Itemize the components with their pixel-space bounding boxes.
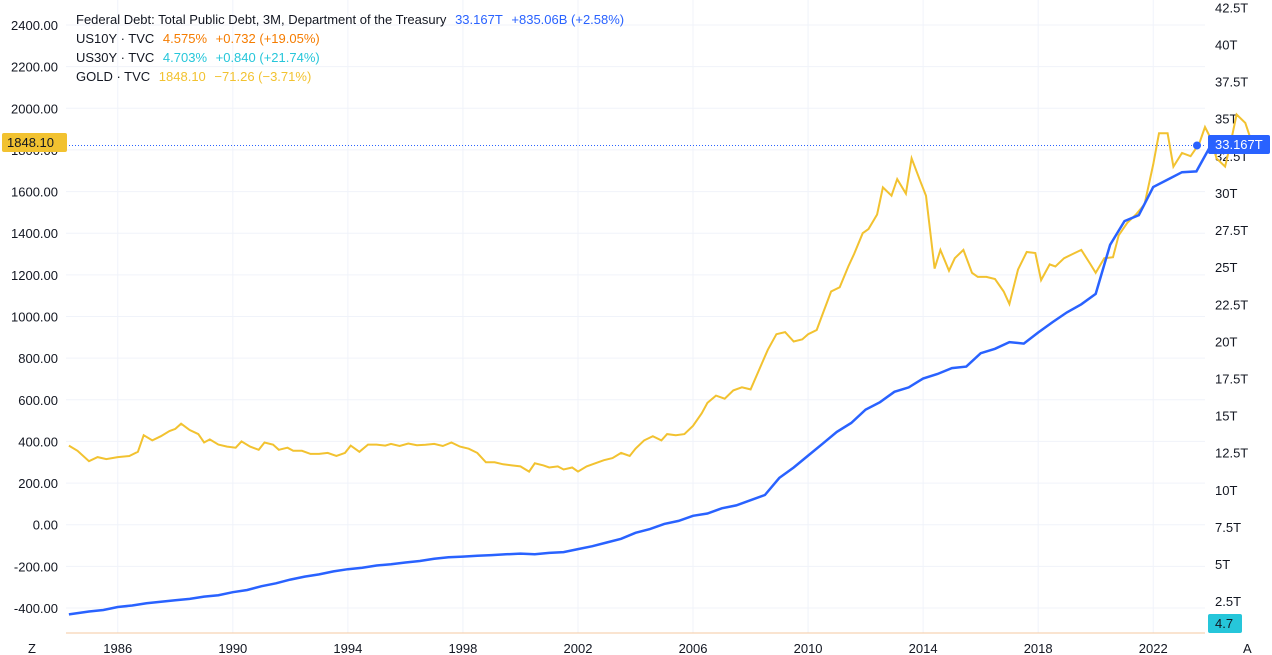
x-axis-tick-label: 1990: [218, 641, 247, 655]
legend-row-federal-debt[interactable]: Federal Debt: Total Public Debt, 3M, Dep…: [76, 10, 629, 29]
legend-symbol: US10Y · TVC: [76, 31, 155, 46]
x-axis-tick-label: 2006: [679, 641, 708, 655]
left-axis-tick-label: 2000.00: [11, 101, 58, 116]
left-axis-tick-label: 1400.00: [11, 226, 58, 241]
left-axis-tick-label: 1000.00: [11, 310, 58, 325]
right-axis-tick-label: 37.5T: [1215, 75, 1248, 90]
legend-symbol: Federal Debt: Total Public Debt, 3M, Dep…: [76, 12, 447, 27]
left-axis-tick-label: 2200.00: [11, 60, 58, 75]
x-axis-tick-label: 2018: [1024, 641, 1053, 655]
right-axis-tick-label: 5T: [1215, 557, 1230, 572]
left-price-badge-bg: [2, 133, 67, 152]
right-axis-tick-label: 7.5T: [1215, 520, 1241, 535]
x-axis-tick-label: 1998: [448, 641, 477, 655]
right-axis-tick-label: 17.5T: [1215, 371, 1248, 386]
legend-symbol: GOLD · TVC: [76, 69, 151, 84]
x-axis-tick-label: 1994: [333, 641, 362, 655]
right-debt-badge-text: 33.167T: [1215, 137, 1263, 152]
left-axis-tick-label: 1200.00: [11, 268, 58, 283]
chart-legend: Federal Debt: Total Public Debt, 3M, Dep…: [76, 10, 629, 86]
x-axis-tick-label: 2014: [909, 641, 938, 655]
right-axis-tick-label: 20T: [1215, 334, 1237, 349]
legend-change: +0.732 (+19.05%): [215, 31, 320, 46]
debt-last-point-marker: [1193, 141, 1201, 150]
legend-value: 4.575%: [162, 31, 207, 46]
auto-scale-toggle-button[interactable]: A: [1243, 641, 1252, 655]
legend-value: 4.703%: [162, 50, 207, 65]
right-debt-badge: 33.167T: [1208, 135, 1270, 154]
left-axis-tick-label: 0.00: [33, 518, 58, 533]
left-price-axis: -400.00 -200.00 0.00 200.00 400.00 600.00 800.…: [11, 18, 58, 616]
right-yield-badge-bg: [1208, 614, 1242, 633]
x-axis-tick-label: 1986: [103, 641, 132, 655]
right-axis-tick-label: 25T: [1215, 260, 1237, 275]
right-axis-tick-label: 27.5T: [1215, 223, 1248, 238]
right-axis-tick-label: 42.5T: [1215, 0, 1248, 15]
x-axis-tick-label: 2002: [564, 641, 593, 655]
right-axis-tick-label: 30T: [1215, 186, 1237, 201]
left-axis-tick-label: 1600.00: [11, 185, 58, 200]
gold-series-line: [68, 112, 1252, 473]
right-axis-tick-label: 22.5T: [1215, 297, 1248, 312]
left-axis-tick-label: 600.00: [18, 393, 58, 408]
left-price-badge: 1848.10: [2, 133, 67, 152]
debt-series-line: [68, 144, 1212, 616]
left-axis-tick-label: 200.00: [18, 476, 58, 491]
legend-row-us10y[interactable]: US10Y · TVC 4.575% +0.732 (+19.05%): [76, 29, 629, 48]
left-axis-tick-label: -200.00: [14, 559, 58, 574]
gridlines: [66, 0, 1205, 633]
left-axis-tick-label: 800.00: [18, 351, 58, 366]
log-scale-toggle-button[interactable]: Z: [28, 641, 36, 655]
time-axis: 1986 1990 1994 1998 2002 2006 2010 2014 2018 2022: [103, 641, 1167, 655]
left-price-badge-text: 1848.10: [7, 135, 54, 150]
right-yield-badge: 4.7: [1208, 614, 1242, 633]
legend-value: 1848.10: [158, 69, 206, 84]
right-debt-axis: 2.5T 5T 7.5T 10T 12.5T 15T 17.5T 20T 22.5T 25T 27.…: [1215, 0, 1248, 609]
right-axis-tick-label: 10T: [1215, 483, 1237, 498]
right-axis-tick-label: 2.5T: [1215, 594, 1241, 609]
legend-change: +0.840 (+21.74%): [215, 50, 320, 65]
legend-value: 33.167T: [455, 12, 503, 27]
left-axis-tick-label: -400.00: [14, 601, 58, 616]
right-debt-badge-bg: [1208, 135, 1270, 154]
legend-symbol: US30Y · TVC: [76, 50, 155, 65]
left-axis-tick-label: 2400.00: [11, 18, 58, 33]
legend-row-us30y[interactable]: US30Y · TVC 4.703% +0.840 (+21.74%): [76, 48, 629, 67]
x-axis-tick-label: 2022: [1139, 641, 1168, 655]
legend-change: −71.26 (−3.71%): [214, 69, 312, 84]
right-axis-tick-label: 40T: [1215, 38, 1237, 53]
legend-row-gold[interactable]: GOLD · TVC 1848.10 −71.26 (−3.71%): [76, 67, 629, 86]
right-yield-badge-text: 4.7: [1215, 616, 1233, 631]
left-axis-tick-label: 400.00: [18, 434, 58, 449]
x-axis-tick-label: 2010: [794, 641, 823, 655]
legend-change: +835.06B (+2.58%): [511, 12, 625, 27]
right-axis-tick-label: 15T: [1215, 409, 1237, 424]
right-axis-tick-label: 12.5T: [1215, 446, 1248, 461]
right-axis-tick-label: 35T: [1215, 112, 1237, 127]
